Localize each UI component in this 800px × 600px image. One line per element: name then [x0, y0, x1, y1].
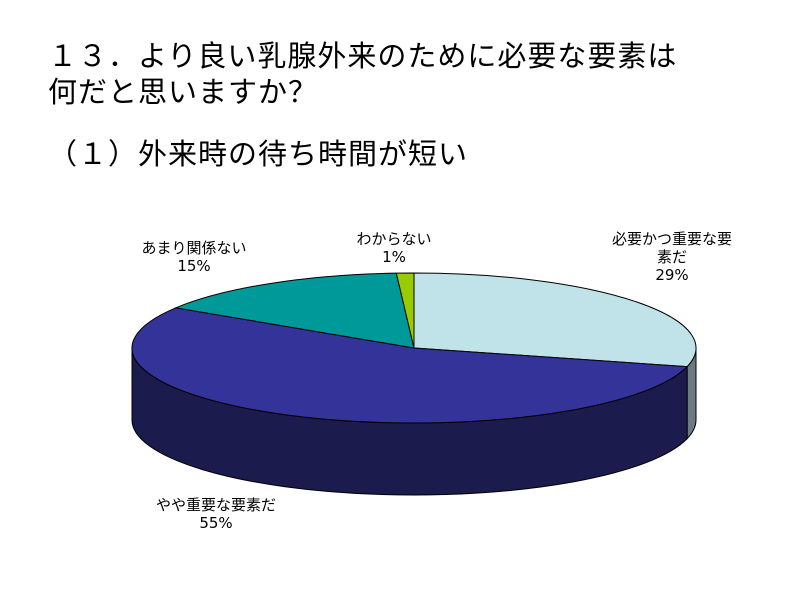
slice-value-2: 15% [177, 257, 210, 275]
pie-slice-2 [174, 272, 415, 349]
slice-label-3: わからない [356, 230, 431, 248]
pie-slice-3 [395, 272, 415, 349]
pie-slice-1 [131, 307, 689, 424]
slice-label-2: あまり関係ない [141, 239, 246, 257]
question-subtitle: （１）外来時の待ち時間が短い [48, 137, 469, 171]
slice-label-1: やや重要な要素だ [156, 496, 276, 514]
slice-label-0: 素だ [657, 248, 687, 266]
slice-value-1: 55% [199, 514, 232, 532]
slice-value-3: 1% [382, 248, 406, 266]
slice-label-0: 必要かつ重要な要 [612, 230, 732, 248]
page-title: １３．より良い乳腺外来のために必要な要素は 何だと思いますか？ [48, 39, 678, 109]
pie-slice-0 [413, 272, 697, 368]
slice-value-0: 29% [655, 266, 688, 284]
